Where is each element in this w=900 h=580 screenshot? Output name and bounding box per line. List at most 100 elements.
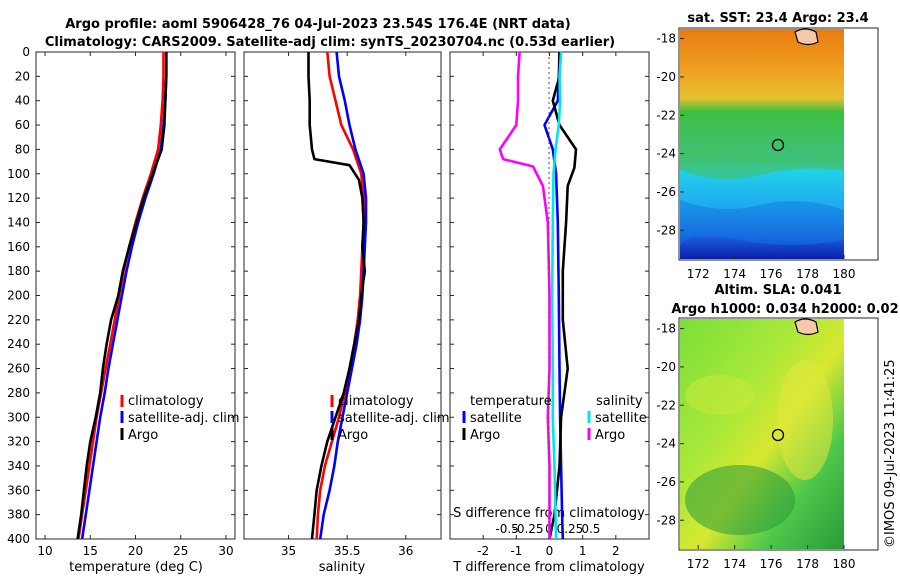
temperature-x-ticks: 10 15 20 25 30 [37, 52, 234, 558]
difference-tick-label: 1 [579, 544, 587, 558]
temperature-legend: climatology satellite-adj. clim Argo [120, 394, 240, 443]
depth-tick-label: 260 [7, 362, 30, 376]
difference-tick-label: 2 [612, 544, 620, 558]
depth-tick-label: 280 [7, 386, 30, 400]
sla-map-title-2: Argo h1000: 0.034 h2000: 0.02 [671, 302, 898, 317]
s-difference-tick-label: -0.25 [513, 522, 544, 536]
difference-tick-label: -1 [510, 544, 522, 558]
difference-s-ticks: -0.5-0.2500.250.5 [495, 522, 600, 536]
s-difference-tick-label: -0.5 [495, 522, 518, 536]
map-y-tick-label: -26 [656, 475, 676, 489]
depth-tick-label: 100 [7, 167, 30, 181]
depth-tick-label: 80 [15, 142, 30, 156]
sst-green-band [680, 145, 844, 179]
map-x-tick-label: 178 [796, 557, 819, 571]
map-x-tick-label: 172 [687, 557, 710, 571]
series-salinity-satellite [550, 51, 563, 540]
temperature-series [76, 52, 168, 540]
sst-x-ticks: 172 174 176 178 180 [687, 255, 856, 281]
map-x-tick-label: 180 [833, 557, 856, 571]
depth-tick-label: 0 [22, 45, 30, 59]
depth-tick-label: 140 [7, 215, 30, 229]
salinity-tick-label: 35 [281, 544, 296, 558]
legend-heading-salinity: salinity [596, 394, 643, 409]
difference-x-label: T difference from climatology [452, 560, 645, 575]
map-y-tick-label: -20 [656, 360, 676, 374]
sla-y-ticks: -18 -20 -22 -24 -26 -28 [656, 322, 684, 527]
depth-tick-label: 60 [15, 118, 30, 132]
depth-tick-label: 220 [7, 313, 30, 327]
map-y-tick-label: -28 [656, 513, 676, 527]
depth-tick-label: 400 [7, 532, 30, 546]
map-x-tick-label: 176 [760, 557, 783, 571]
map-x-tick-label: 180 [833, 267, 856, 281]
salinity-tick-label: 36 [398, 544, 413, 558]
map-x-tick-label: 174 [723, 267, 746, 281]
salinity-x-label: salinity [319, 560, 366, 575]
sst-float-marker [771, 138, 785, 152]
s-difference-tick-label: 0.5 [581, 522, 600, 536]
legend-label-t-satellite: satellite [470, 411, 522, 426]
legend-label-climatology: climatology [128, 394, 204, 409]
difference-tick-label: 0 [546, 544, 554, 558]
map-y-tick-label: -24 [656, 437, 676, 451]
difference-legend: temperature satellite Argo salinity sate… [462, 394, 647, 443]
legend-heading-temperature: temperature [470, 394, 552, 409]
map-y-tick-label: -20 [656, 70, 676, 84]
temperature-tick-label: 30 [218, 544, 233, 558]
depth-tick-label: 20 [15, 69, 30, 83]
depth-tick-label: 40 [15, 94, 30, 108]
map-y-tick-label: -18 [656, 32, 676, 46]
legend-label-satellite: satellite-adj. clim [128, 411, 240, 426]
salinity-panel [243, 51, 442, 540]
sla-dark-patch [685, 465, 795, 535]
salinity-x-ticks: 35 35.5 36 [281, 52, 413, 558]
series-temperature-argo [548, 52, 578, 540]
sst-map: 172 174 176 178 180 -18 -20 -22 -24 -26 -28 [656, 27, 879, 281]
map-y-tick-label: -22 [656, 398, 676, 412]
temperature-x-label: temperature (deg C) [69, 560, 203, 575]
map-x-tick-label: 176 [760, 267, 783, 281]
map-y-tick-label: -28 [656, 223, 676, 237]
salinity-series [307, 51, 368, 540]
map-y-tick-label: -18 [656, 322, 676, 336]
title-line-2: Climatology: CARS2009. Satellite-adj cli… [45, 35, 615, 50]
sla-map: 172 174 176 178 180 -18 -20 -22 -24 -26 -28 [656, 317, 879, 571]
difference-x-ticks: -2 -1 0 1 2 [477, 52, 620, 558]
sla-island [794, 318, 819, 336]
sla-float-marker [771, 428, 785, 442]
temperature-tick-label: 20 [128, 544, 143, 558]
depth-tick-label: 380 [7, 508, 30, 522]
depth-tick-label: 120 [7, 191, 30, 205]
temperature-panel [35, 51, 236, 540]
series-argo [307, 52, 367, 540]
depth-tick-label: 160 [7, 240, 30, 254]
legend-label-satellite: satellite-adj. clim [338, 411, 450, 426]
s-difference-tick-label: 0.25 [557, 522, 584, 536]
sla-map-title-1: Altim. SLA: 0.041 [715, 283, 842, 298]
title-line-1: Argo profile: aoml 5906428_76 04-Jul-202… [65, 17, 571, 32]
temperature-tick-label: 10 [37, 544, 52, 558]
sla-light-patch [685, 375, 755, 415]
depth-tick-label: 340 [7, 459, 30, 473]
legend-label-s-argo: Argo [595, 428, 625, 443]
salinity-tick-label: 35.5 [334, 544, 361, 558]
difference-series [498, 51, 578, 540]
depth-tick-label: 240 [7, 337, 30, 351]
series-argo [76, 52, 168, 540]
series-salinity-argo [498, 51, 551, 539]
credit-text: ©IMOS 09-Jul-2023 11:41:25 [883, 359, 898, 548]
map-x-tick-label: 178 [796, 267, 819, 281]
depth-tick-label: 200 [7, 289, 30, 303]
map-x-tick-label: 174 [723, 557, 746, 571]
sla-x-ticks: 172 174 176 178 180 [687, 545, 856, 571]
depth-tick-label: 180 [7, 264, 30, 278]
sst-island [794, 28, 819, 46]
legend-label-argo: Argo [128, 428, 158, 443]
series-temperature-satellite [543, 51, 565, 540]
depth-tick-label: 320 [7, 435, 30, 449]
temperature-tick-label: 25 [173, 544, 188, 558]
map-y-tick-label: -26 [656, 185, 676, 199]
legend-label-argo: Argo [338, 428, 368, 443]
